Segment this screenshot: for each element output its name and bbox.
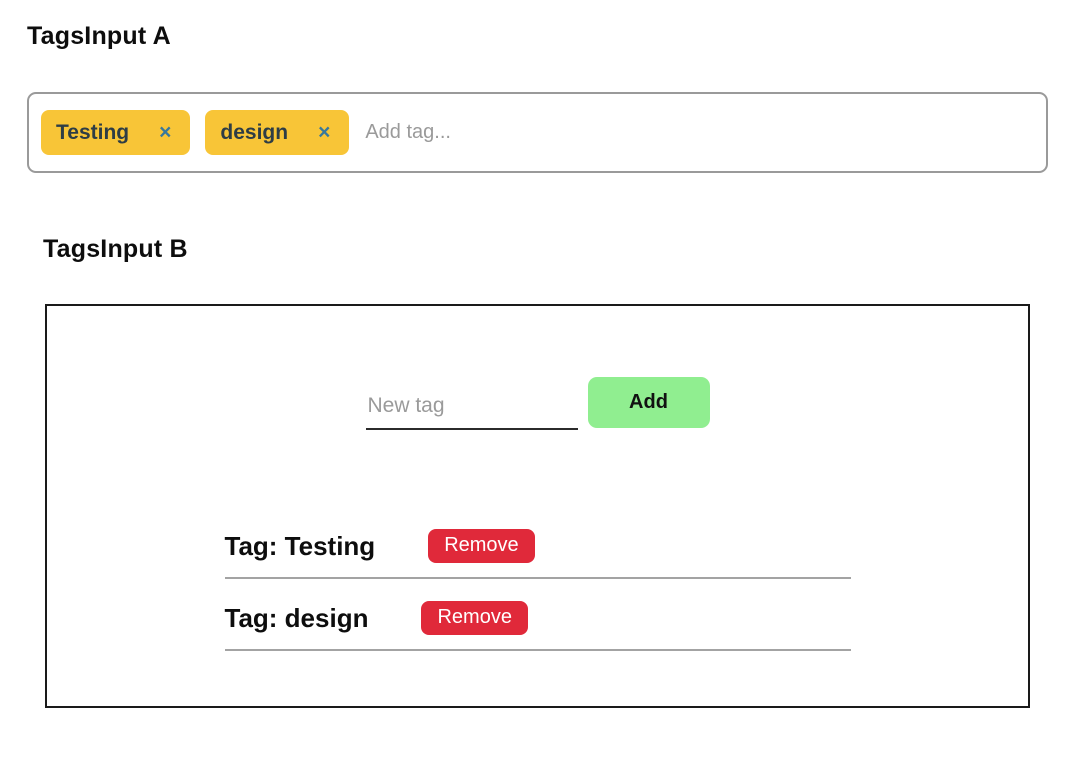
tag-chip-label: design (220, 120, 289, 144)
add-tag-input[interactable] (365, 121, 1034, 144)
new-tag-input[interactable] (365, 390, 578, 430)
add-button[interactable]: Add (587, 377, 710, 428)
tag-chip-design: design × (205, 110, 350, 155)
tag-row-testing: Tag: Testing Remove (224, 529, 851, 579)
tag-row-label: Tag: design (224, 602, 369, 633)
remove-button[interactable]: Remove (428, 529, 535, 563)
tag-row-design: Tag: design Remove (224, 601, 851, 651)
page: TagsInput A Testing × design × TagsInput… (27, 22, 1048, 708)
tag-chip-label: Testing (56, 120, 130, 144)
new-tag-form: Add (47, 377, 1028, 430)
tag-chip-testing: Testing × (41, 110, 191, 155)
remove-tag-icon[interactable]: × (159, 121, 172, 144)
remove-tag-icon[interactable]: × (318, 121, 331, 144)
tags-input-b-container: Add Tag: Testing Remove Tag: design Remo… (45, 304, 1030, 708)
section-a-title: TagsInput A (27, 22, 171, 50)
tag-row-label: Tag: Testing (224, 530, 376, 561)
remove-button[interactable]: Remove (421, 601, 528, 635)
section-b-title: TagsInput B (43, 235, 188, 263)
tag-list: Tag: Testing Remove Tag: design Remove (224, 529, 851, 651)
tags-input-a-container[interactable]: Testing × design × (27, 92, 1048, 173)
